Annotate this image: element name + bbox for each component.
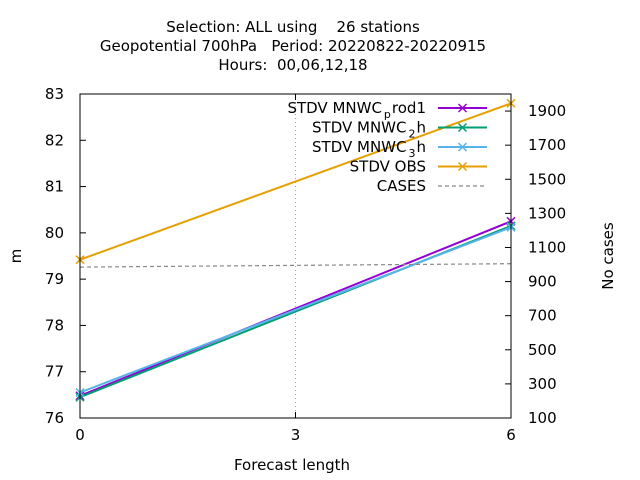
y-tick-label: 79 xyxy=(45,270,64,288)
legend-marker-3 xyxy=(457,161,468,172)
legend-label-0: STDV MNWC prod1 xyxy=(287,99,426,121)
y-tick-label: 77 xyxy=(45,363,64,381)
y2-tick-label: 100 xyxy=(528,409,557,427)
legend-marker-0 xyxy=(457,103,468,113)
x-axis-label: Forecast length xyxy=(234,456,350,474)
legend-label-1: STDV MNWC 2h xyxy=(312,119,426,141)
y2-tick-label: 900 xyxy=(528,273,557,291)
series-line-4 xyxy=(79,263,512,268)
chart-title-line-1: Selection: ALL using 26 stations xyxy=(166,18,420,36)
series-line-0 xyxy=(79,220,512,397)
series-line-2 xyxy=(79,226,512,394)
x-tick-label: 6 xyxy=(506,426,516,444)
legend-label-4: CASES xyxy=(377,177,426,195)
y2-tick-label: 300 xyxy=(528,375,557,393)
y2-tick-label: 1300 xyxy=(528,204,566,222)
x-tick-label: 0 xyxy=(75,426,85,444)
chart-title-line-2: Geopotential 700hPa Period: 20220822-202… xyxy=(99,37,487,55)
y-tick-label: 82 xyxy=(45,131,64,149)
y2-tick-label: 1100 xyxy=(528,238,566,256)
y-tick-label: 83 xyxy=(45,85,64,103)
legend-marker-2 xyxy=(457,142,468,152)
y-tick-label: 76 xyxy=(45,409,64,427)
y-axis-label: m xyxy=(7,249,25,264)
y-tick-label: 78 xyxy=(45,316,64,334)
y2-axis-label: No cases xyxy=(599,222,617,290)
y2-tick-label: 1500 xyxy=(528,170,566,188)
y2-tick-label: 1900 xyxy=(528,102,566,120)
x-tick-label: 3 xyxy=(291,426,301,444)
y-tick-label: 80 xyxy=(45,224,64,242)
y-tick-label: 81 xyxy=(45,178,64,196)
y2-tick-label: 500 xyxy=(528,341,557,359)
legend-label-3: STDV OBS xyxy=(350,158,426,176)
series-line-3 xyxy=(79,102,512,261)
y2-tick-label: 1700 xyxy=(528,136,566,154)
legend-marker-1 xyxy=(457,122,468,133)
legend-label-2: STDV MNWC 3h xyxy=(312,138,426,160)
y2-tick-label: 700 xyxy=(528,307,557,325)
chart-title-line-3: Hours: 00,06,12,18 xyxy=(218,56,368,74)
axis-ticks: 0 3 6 76 77 78 79 80 81 82 83 100 300 500 700 900 1100 13… xyxy=(45,85,566,444)
